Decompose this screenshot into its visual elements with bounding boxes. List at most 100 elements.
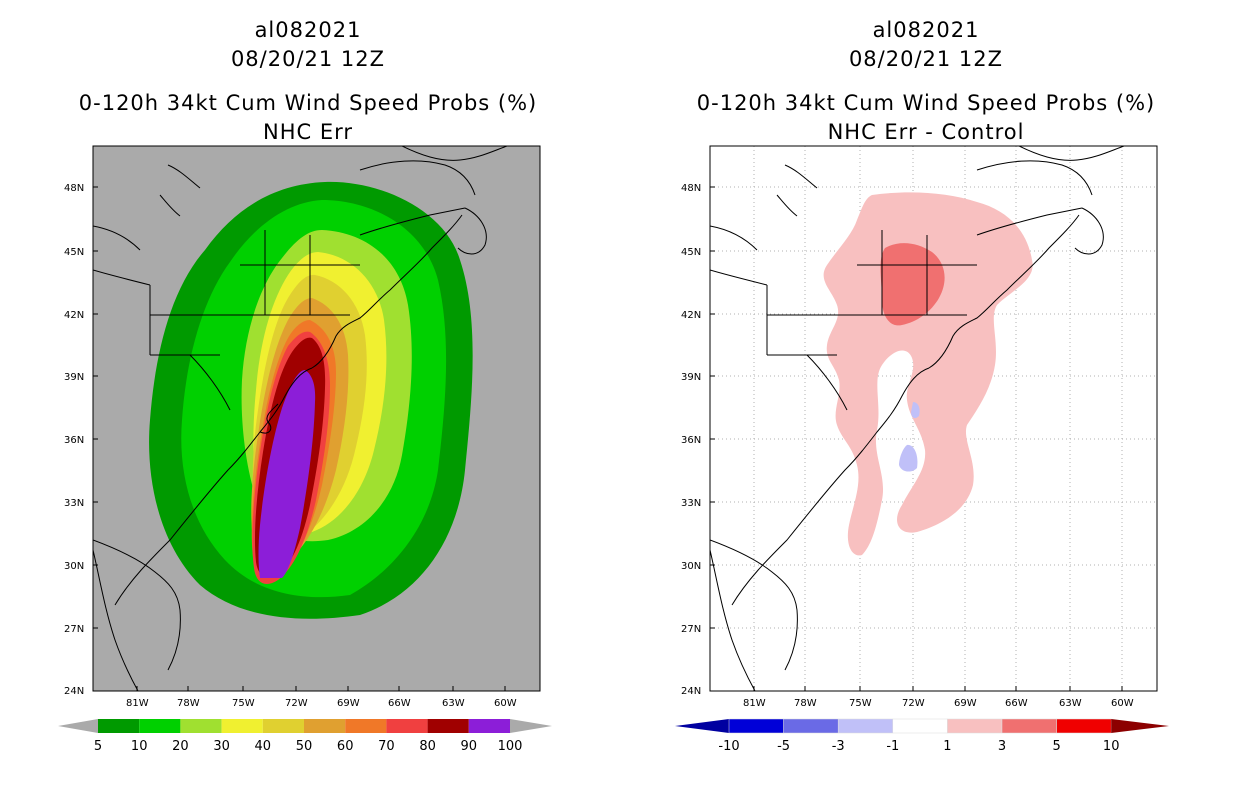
lon-label: 75W	[849, 698, 872, 709]
lon-tick-63W: 63W	[442, 686, 465, 709]
lat-label: 39N	[64, 372, 84, 383]
left-map: 48N 45N 42N 39N 36N 33N 30N 27N 24N 81W …	[64, 145, 541, 709]
lon-label: 72W	[285, 698, 308, 709]
left-lat-ticks: 48N 45N 42N 39N 36N 33N 30N 27N 24N	[64, 183, 98, 697]
lat-tick-42N: 42N	[681, 310, 715, 321]
lat-label: 45N	[681, 247, 701, 258]
colorbar-swatch	[304, 719, 346, 733]
diff-band-neg-3	[911, 402, 920, 419]
lon-tick-63W: 63W	[1059, 686, 1082, 709]
lon-label: 66W	[1005, 698, 1028, 709]
lat-label: 27N	[64, 624, 84, 635]
lat-tick-27N: 27N	[64, 624, 98, 635]
colorbar-label: -10	[718, 739, 739, 754]
lat-label: 42N	[64, 310, 84, 321]
colorbar-label: -3	[832, 739, 845, 754]
colorbar-labels: 5 10 20 30 40 50 60 70 80 90 100	[94, 739, 523, 754]
colorbar-swatch	[1056, 718, 1112, 734]
colorbar-swatch	[947, 718, 1003, 734]
lat-tick-39N: 39N	[64, 372, 98, 383]
lon-label: 81W	[126, 698, 149, 709]
colorbar-label: 90	[461, 739, 478, 754]
right-storm-id: al082021	[872, 18, 980, 42]
lon-label: 60W	[494, 698, 517, 709]
lon-tick-78W: 78W	[177, 686, 200, 709]
colorbar-swatches	[728, 718, 1112, 734]
lat-tick-48N: 48N	[64, 183, 98, 194]
lat-tick-30N: 30N	[64, 561, 98, 572]
colorbar-swatch	[221, 719, 263, 733]
colorbar-label: 10	[1103, 739, 1120, 754]
lon-tick-72W: 72W	[285, 686, 308, 709]
colorbar-label: 3	[998, 739, 1006, 754]
left-subtitle: NHC Err	[262, 120, 353, 144]
lat-label: 33N	[681, 498, 701, 509]
lat-tick-24N: 24N	[681, 686, 701, 697]
colorbar-left-arrow	[58, 719, 98, 733]
colorbar-label: 80	[419, 739, 436, 754]
right-lat-ticks: 48N 45N 42N 39N 36N 33N 30N 27N 24N	[681, 183, 715, 697]
diff-band-1-3	[823, 192, 1033, 556]
colorbar-swatch	[783, 718, 839, 734]
colorbar-labels: -10 -5 -3 -1 1 3 5 10	[718, 739, 1119, 754]
colorbar-label: 40	[255, 739, 272, 754]
lat-tick-33N: 33N	[64, 498, 98, 509]
lon-label: 63W	[442, 698, 465, 709]
colorbar-label: 100	[498, 739, 523, 754]
colorbar-label: 5	[1052, 739, 1060, 754]
right-difference-field	[823, 192, 1033, 556]
diff-band-neg-3-south	[899, 444, 918, 472]
colorbar-right-arrow	[1111, 719, 1169, 733]
right-map: 48N 45N 42N 39N 36N 33N 30N 27N 24N 81W …	[681, 145, 1158, 709]
colorbar-swatches	[98, 719, 510, 733]
left-colorbar: 5 10 20 30 40 50 60 70 80 90 100	[58, 719, 552, 754]
lat-label: 30N	[64, 561, 84, 572]
lon-label: 78W	[794, 698, 817, 709]
lat-tick-33N: 33N	[681, 498, 715, 509]
colorbar-swatch	[427, 719, 469, 733]
colorbar-swatch	[262, 719, 304, 733]
colorbar-swatch	[892, 718, 948, 734]
colorbar-swatch	[98, 719, 140, 733]
colorbar-label: 5	[94, 739, 102, 754]
lat-label: 33N	[64, 498, 84, 509]
colorbar-swatch	[837, 718, 894, 734]
colorbar-label: -5	[777, 739, 790, 754]
right-subtitle: NHC Err - Control	[827, 120, 1025, 144]
colorbar-swatch	[728, 718, 784, 734]
colorbar-swatch	[345, 719, 387, 733]
diff-band-3-5-north	[892, 252, 902, 275]
lon-tick-81W: 81W	[743, 686, 766, 709]
colorbar-right-arrow	[510, 719, 552, 733]
colorbar-label: 10	[131, 739, 148, 754]
lon-label: 78W	[177, 698, 200, 709]
lon-tick-66W: 66W	[1005, 686, 1028, 709]
lon-tick-69W: 69W	[337, 686, 360, 709]
lon-label: 60W	[1111, 698, 1134, 709]
lat-tick-42N: 42N	[64, 310, 98, 321]
lat-label: 27N	[681, 624, 701, 635]
colorbar-swatch	[468, 719, 510, 733]
lat-tick-30N: 30N	[681, 561, 715, 572]
colorbar-label: 30	[213, 739, 230, 754]
left-coastlines	[93, 146, 509, 691]
lon-tick-69W: 69W	[954, 686, 977, 709]
left-product-title: 0-120h 34kt Cum Wind Speed Probs (%)	[78, 91, 538, 115]
colorbar-label: 50	[296, 739, 313, 754]
colorbar-label: -1	[886, 739, 899, 754]
left-datetime: 08/20/21 12Z	[230, 47, 386, 71]
colorbar-label: 1	[943, 739, 951, 754]
right-colorbar: -10 -5 -3 -1 1 3 5 10	[675, 718, 1169, 754]
colorbar-left-arrow	[675, 719, 729, 733]
left-storm-id: al082021	[254, 18, 362, 42]
lat-tick-36N: 36N	[64, 435, 98, 446]
colorbar-swatch	[139, 719, 181, 733]
lat-tick-45N: 45N	[64, 247, 98, 258]
lat-tick-27N: 27N	[681, 624, 715, 635]
lat-tick-45N: 45N	[681, 247, 715, 258]
lon-tick-60W: 60W	[1111, 686, 1134, 709]
lat-tick-24N: 24N	[64, 686, 84, 697]
lon-label: 69W	[337, 698, 360, 709]
lat-label: 24N	[681, 686, 701, 697]
lat-label: 36N	[681, 435, 701, 446]
